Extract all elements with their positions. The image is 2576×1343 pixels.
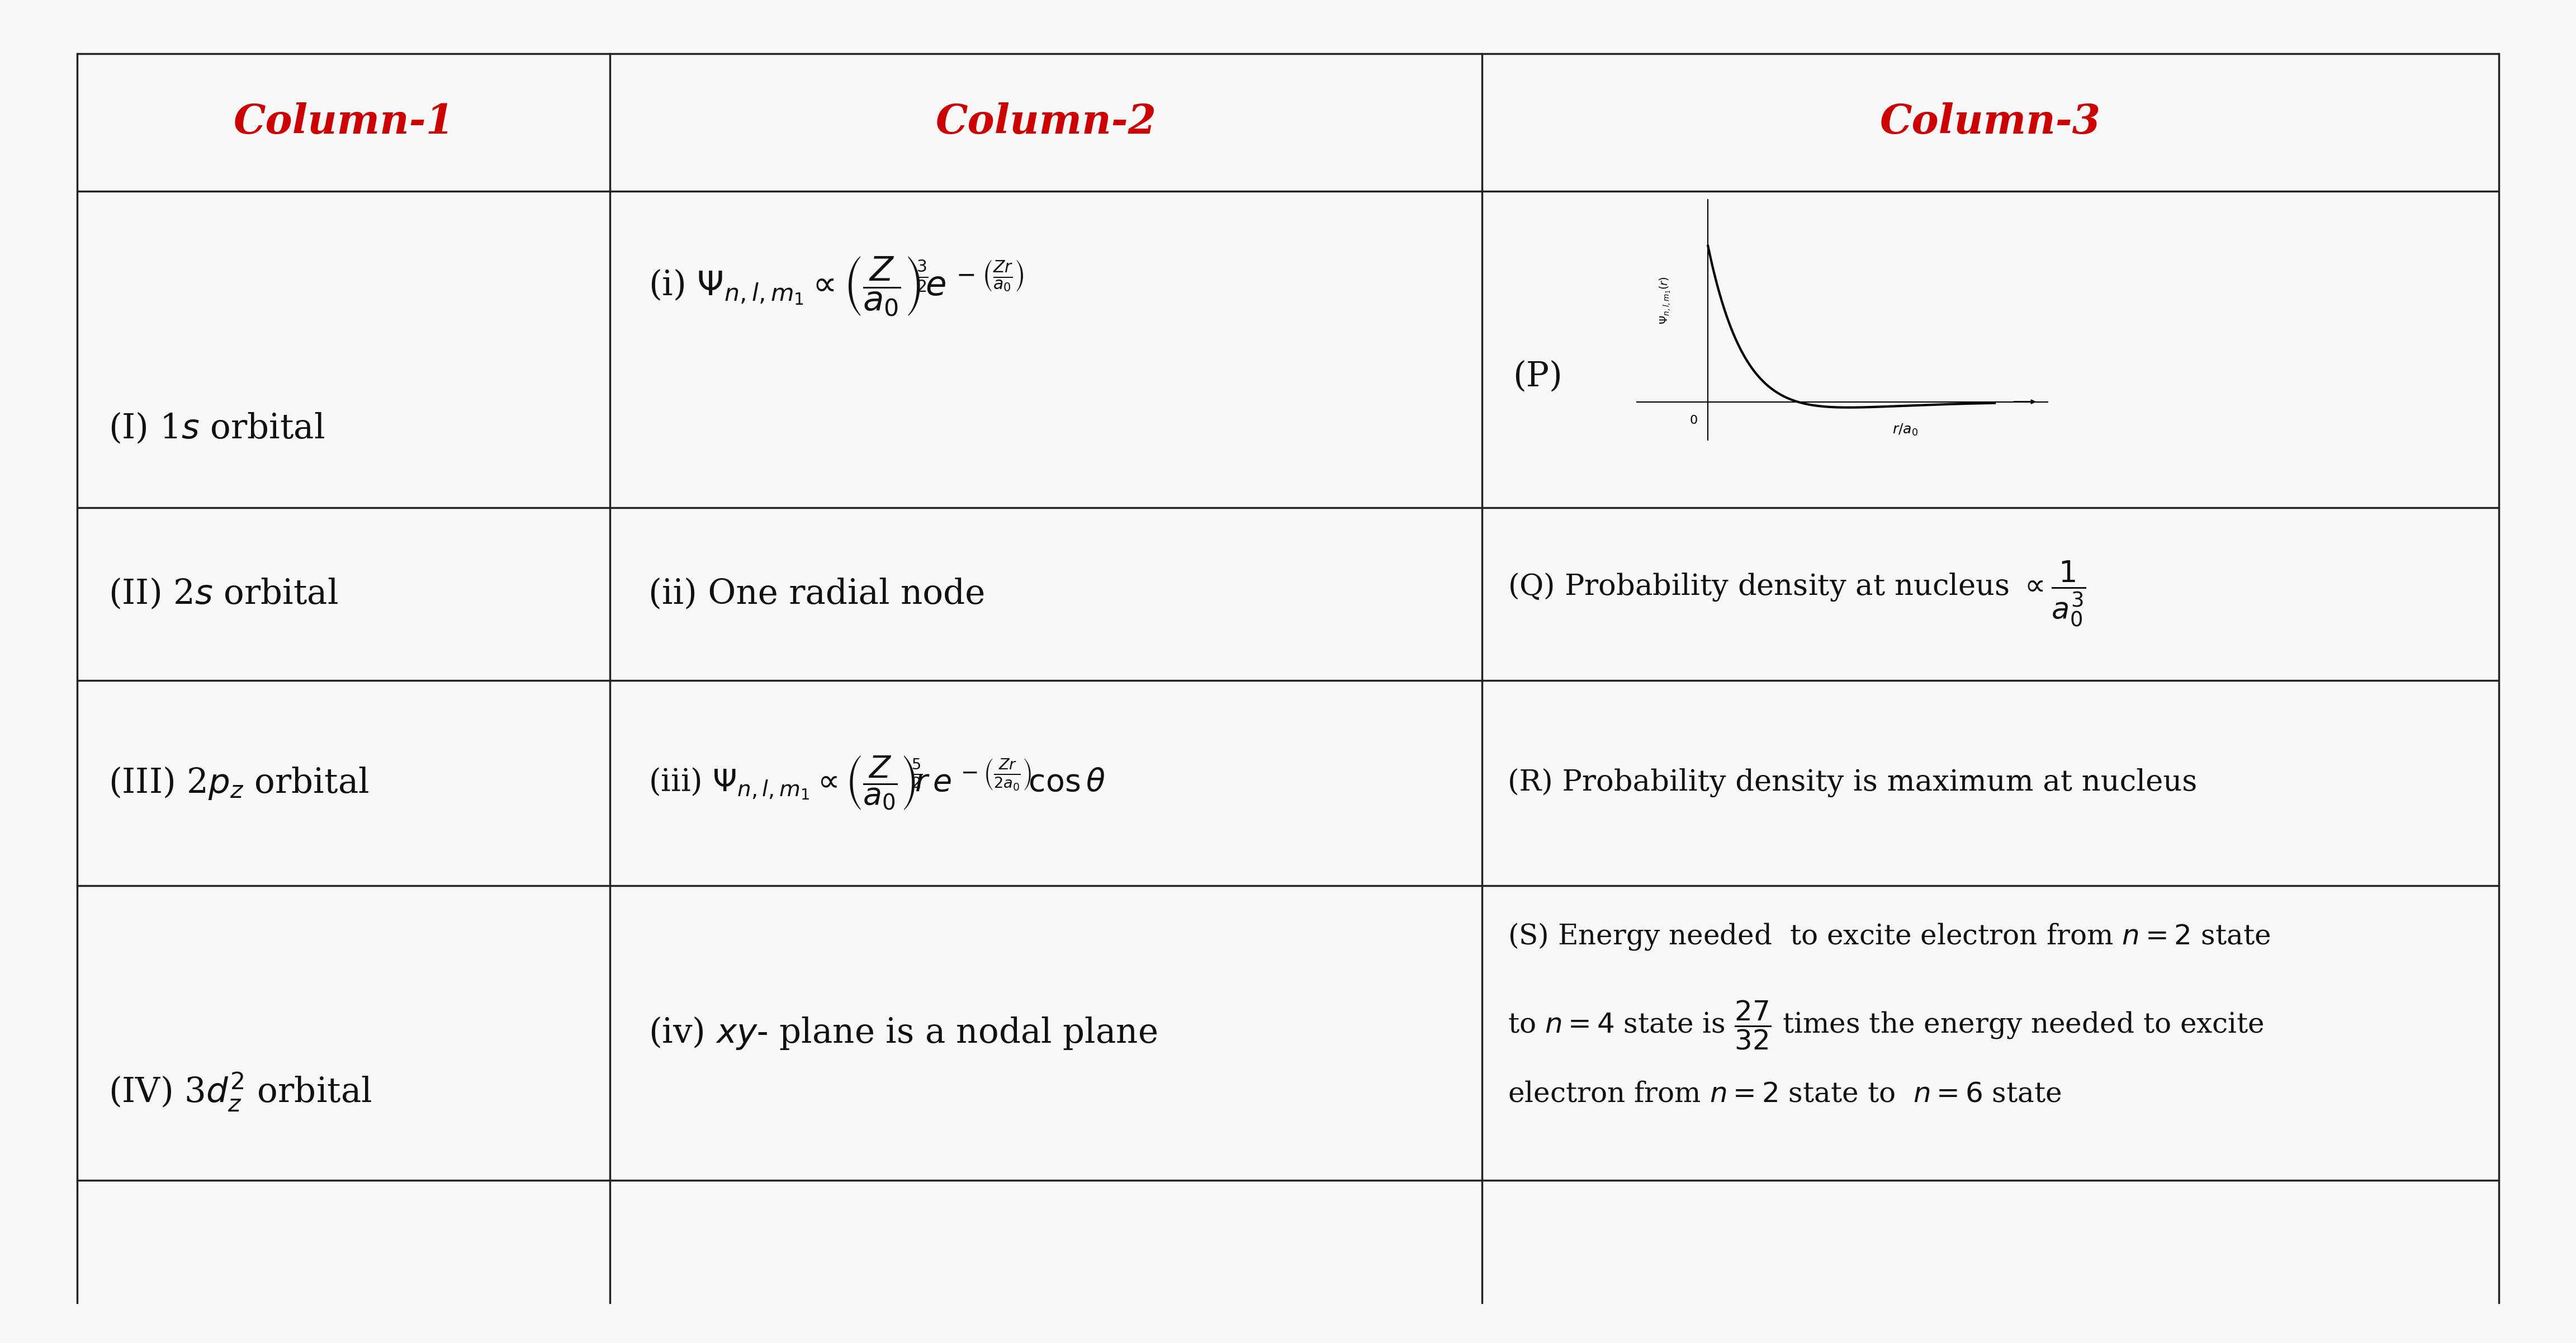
Text: (R) Probability density is maximum at nucleus: (R) Probability density is maximum at nu… [1507, 768, 2197, 798]
Text: (ii) One radial node: (ii) One radial node [649, 577, 987, 611]
Text: (iv) $xy$- plane is a nodal plane: (iv) $xy$- plane is a nodal plane [649, 1015, 1157, 1052]
Text: 0: 0 [1690, 415, 1698, 426]
Text: (I) 1$s$ orbital: (I) 1$s$ orbital [108, 411, 325, 446]
Text: (i) $\Psi_{n,l,m_1} \propto \left(\dfrac{Z}{a_0}\right)^{\!\!\frac{3}{2}}\! e^{\: (i) $\Psi_{n,l,m_1} \propto \left(\dfrac… [649, 255, 1025, 317]
Text: Column-3: Column-3 [1880, 102, 2099, 142]
Text: (II) 2$s$ orbital: (II) 2$s$ orbital [108, 577, 337, 611]
Text: (III) 2$p_z$ orbital: (III) 2$p_z$ orbital [108, 766, 368, 802]
Text: $r/a_0$: $r/a_0$ [1893, 423, 1919, 438]
Text: (S) Energy needed  to excite electron from $n = 2$ state: (S) Energy needed to excite electron fro… [1507, 921, 2269, 951]
Text: (P): (P) [1512, 360, 1561, 393]
Text: to $n = 4$ state is $\dfrac{27}{32}$ times the energy needed to excite: to $n = 4$ state is $\dfrac{27}{32}$ tim… [1507, 999, 2264, 1052]
Text: Column-1: Column-1 [234, 102, 453, 142]
Text: Column-2: Column-2 [935, 102, 1157, 142]
Text: $\Psi_{n,l,m_1}(r)$: $\Psi_{n,l,m_1}(r)$ [1659, 277, 1672, 325]
Text: (Q) Probability density at nucleus $\propto \dfrac{1}{a_0^3}$: (Q) Probability density at nucleus $\pro… [1507, 560, 2087, 629]
Text: (IV) 3$d_z^2$ orbital: (IV) 3$d_z^2$ orbital [108, 1072, 371, 1113]
Text: (iii) $\Psi_{n,l,m_1} \propto \left(\dfrac{Z}{a_0}\right)^{\!\!\frac{5}{2}}\!\! : (iii) $\Psi_{n,l,m_1} \propto \left(\dfr… [649, 755, 1105, 811]
Text: electron from $n = 2$ state to  $n = 6$ state: electron from $n = 2$ state to $n = 6$ s… [1507, 1080, 2061, 1108]
